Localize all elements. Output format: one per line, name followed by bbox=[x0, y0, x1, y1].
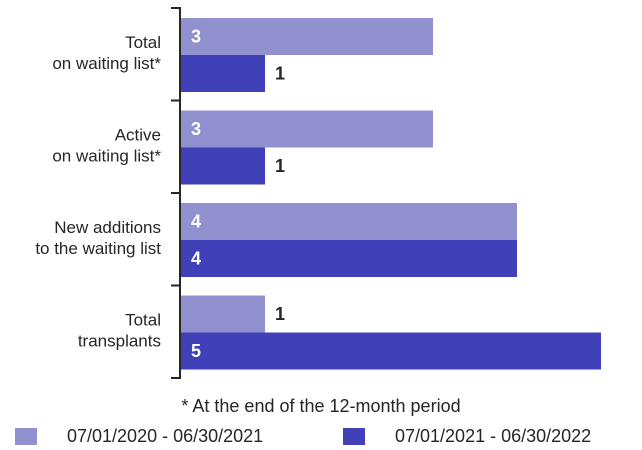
bar-1 bbox=[181, 203, 517, 240]
legend: 07/01/2020 - 06/30/2021 07/01/2021 - 06/… bbox=[0, 426, 642, 448]
category-label: New additions to the waiting list bbox=[35, 218, 161, 258]
bar-chart: Total on waiting list* Active on waiting li… bbox=[35, 7, 601, 379]
data-label: 1 bbox=[275, 156, 285, 176]
data-label: 1 bbox=[275, 64, 285, 84]
bar-2 bbox=[181, 147, 265, 185]
legend-item-series-2: 07/01/2021 - 06/30/2022 bbox=[343, 426, 591, 447]
data-label: 5 bbox=[191, 341, 201, 361]
bar-1 bbox=[181, 295, 265, 333]
category-label: Total transplants bbox=[78, 311, 161, 351]
category-label: Active on waiting list* bbox=[52, 126, 161, 166]
bar-1 bbox=[181, 110, 433, 148]
category-label: Total on waiting list* bbox=[52, 33, 161, 73]
category-labels: Total on waiting list* Active on waiting li… bbox=[35, 33, 161, 351]
data-labels: 3 1 3 1 4 4 1 5 bbox=[191, 27, 285, 362]
bar-2 bbox=[181, 332, 601, 370]
legend-swatch-series-1 bbox=[15, 428, 37, 445]
legend-label-series-1: 07/01/2020 - 06/30/2021 bbox=[67, 426, 264, 446]
data-label: 4 bbox=[191, 249, 201, 269]
bar-1 bbox=[181, 18, 433, 55]
legend-swatch-series-2 bbox=[343, 428, 365, 445]
y-axis-ticks bbox=[171, 7, 181, 379]
data-label: 3 bbox=[191, 119, 201, 139]
footnote: * At the end of the 12-month period bbox=[181, 396, 461, 416]
bars bbox=[181, 18, 601, 370]
data-label: 4 bbox=[191, 212, 201, 232]
bar-2 bbox=[181, 55, 265, 92]
bar-2 bbox=[181, 240, 517, 277]
legend-label-series-2: 07/01/2021 - 06/30/2022 bbox=[395, 426, 592, 446]
legend-item-series-1: 07/01/2020 - 06/30/2021 bbox=[15, 426, 263, 447]
data-label: 1 bbox=[275, 304, 285, 324]
data-label: 3 bbox=[191, 27, 201, 47]
